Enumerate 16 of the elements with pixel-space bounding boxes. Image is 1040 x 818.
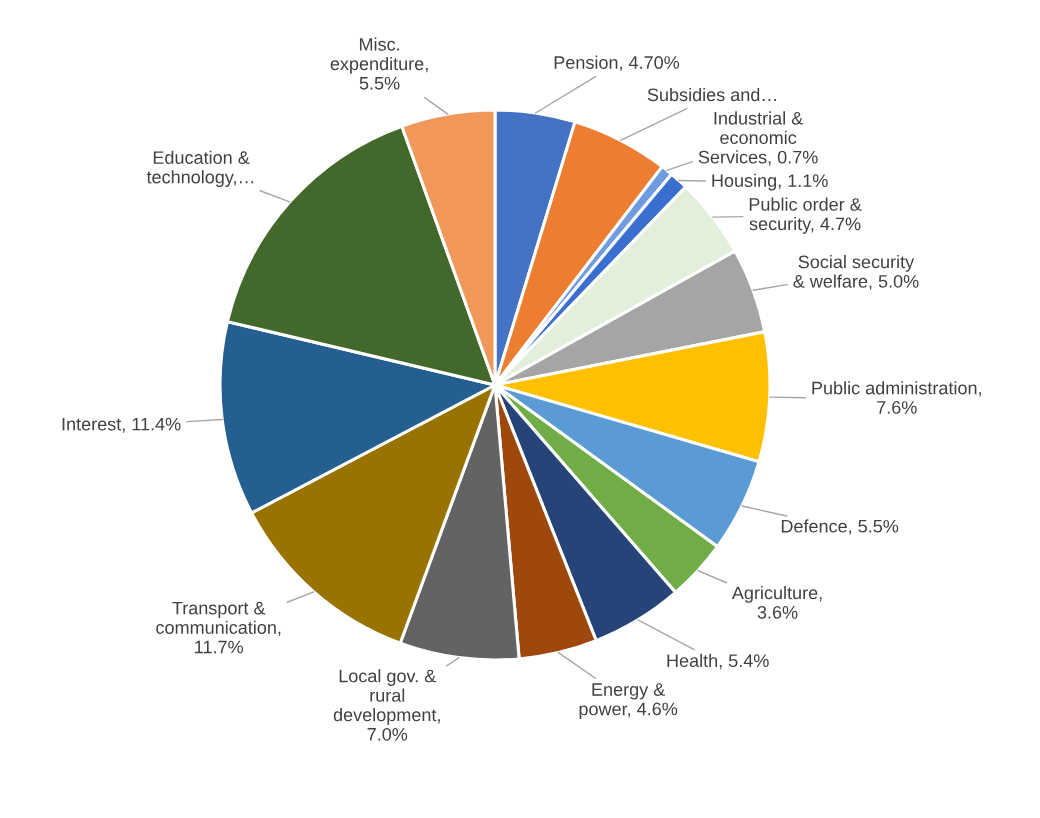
slice-label: Public order & security, 4.7% <box>749 197 862 234</box>
slice-label: Transport & communication, 11.7% <box>156 601 281 654</box>
slice-label: Misc. expenditure, 5.5% <box>330 37 428 90</box>
slice-label: Public administration, 7.6% <box>812 381 981 414</box>
slice-label: Social security & welfare, 5.0% <box>793 255 919 290</box>
slice-label: Housing, 1.1% <box>712 173 828 191</box>
slice-label: Subsidies and… <box>647 87 776 102</box>
slice-label: Defence, 5.5% <box>781 519 899 535</box>
slice-label: Pension, 4.70% <box>554 55 680 72</box>
slice-label: Health, 5.4% <box>667 653 769 670</box>
slice-label: Local gov. & rural development, 7.0% <box>333 669 440 741</box>
slice-label: Industrial & economic Services, 0.7% <box>698 111 818 166</box>
slice-label: Education & technology,… <box>146 150 254 188</box>
slice-label: Agriculture, 3.6% <box>731 586 822 619</box>
slice-label: Energy & power, 4.6% <box>579 683 678 719</box>
slice-label: Interest, 11.4% <box>62 417 181 433</box>
